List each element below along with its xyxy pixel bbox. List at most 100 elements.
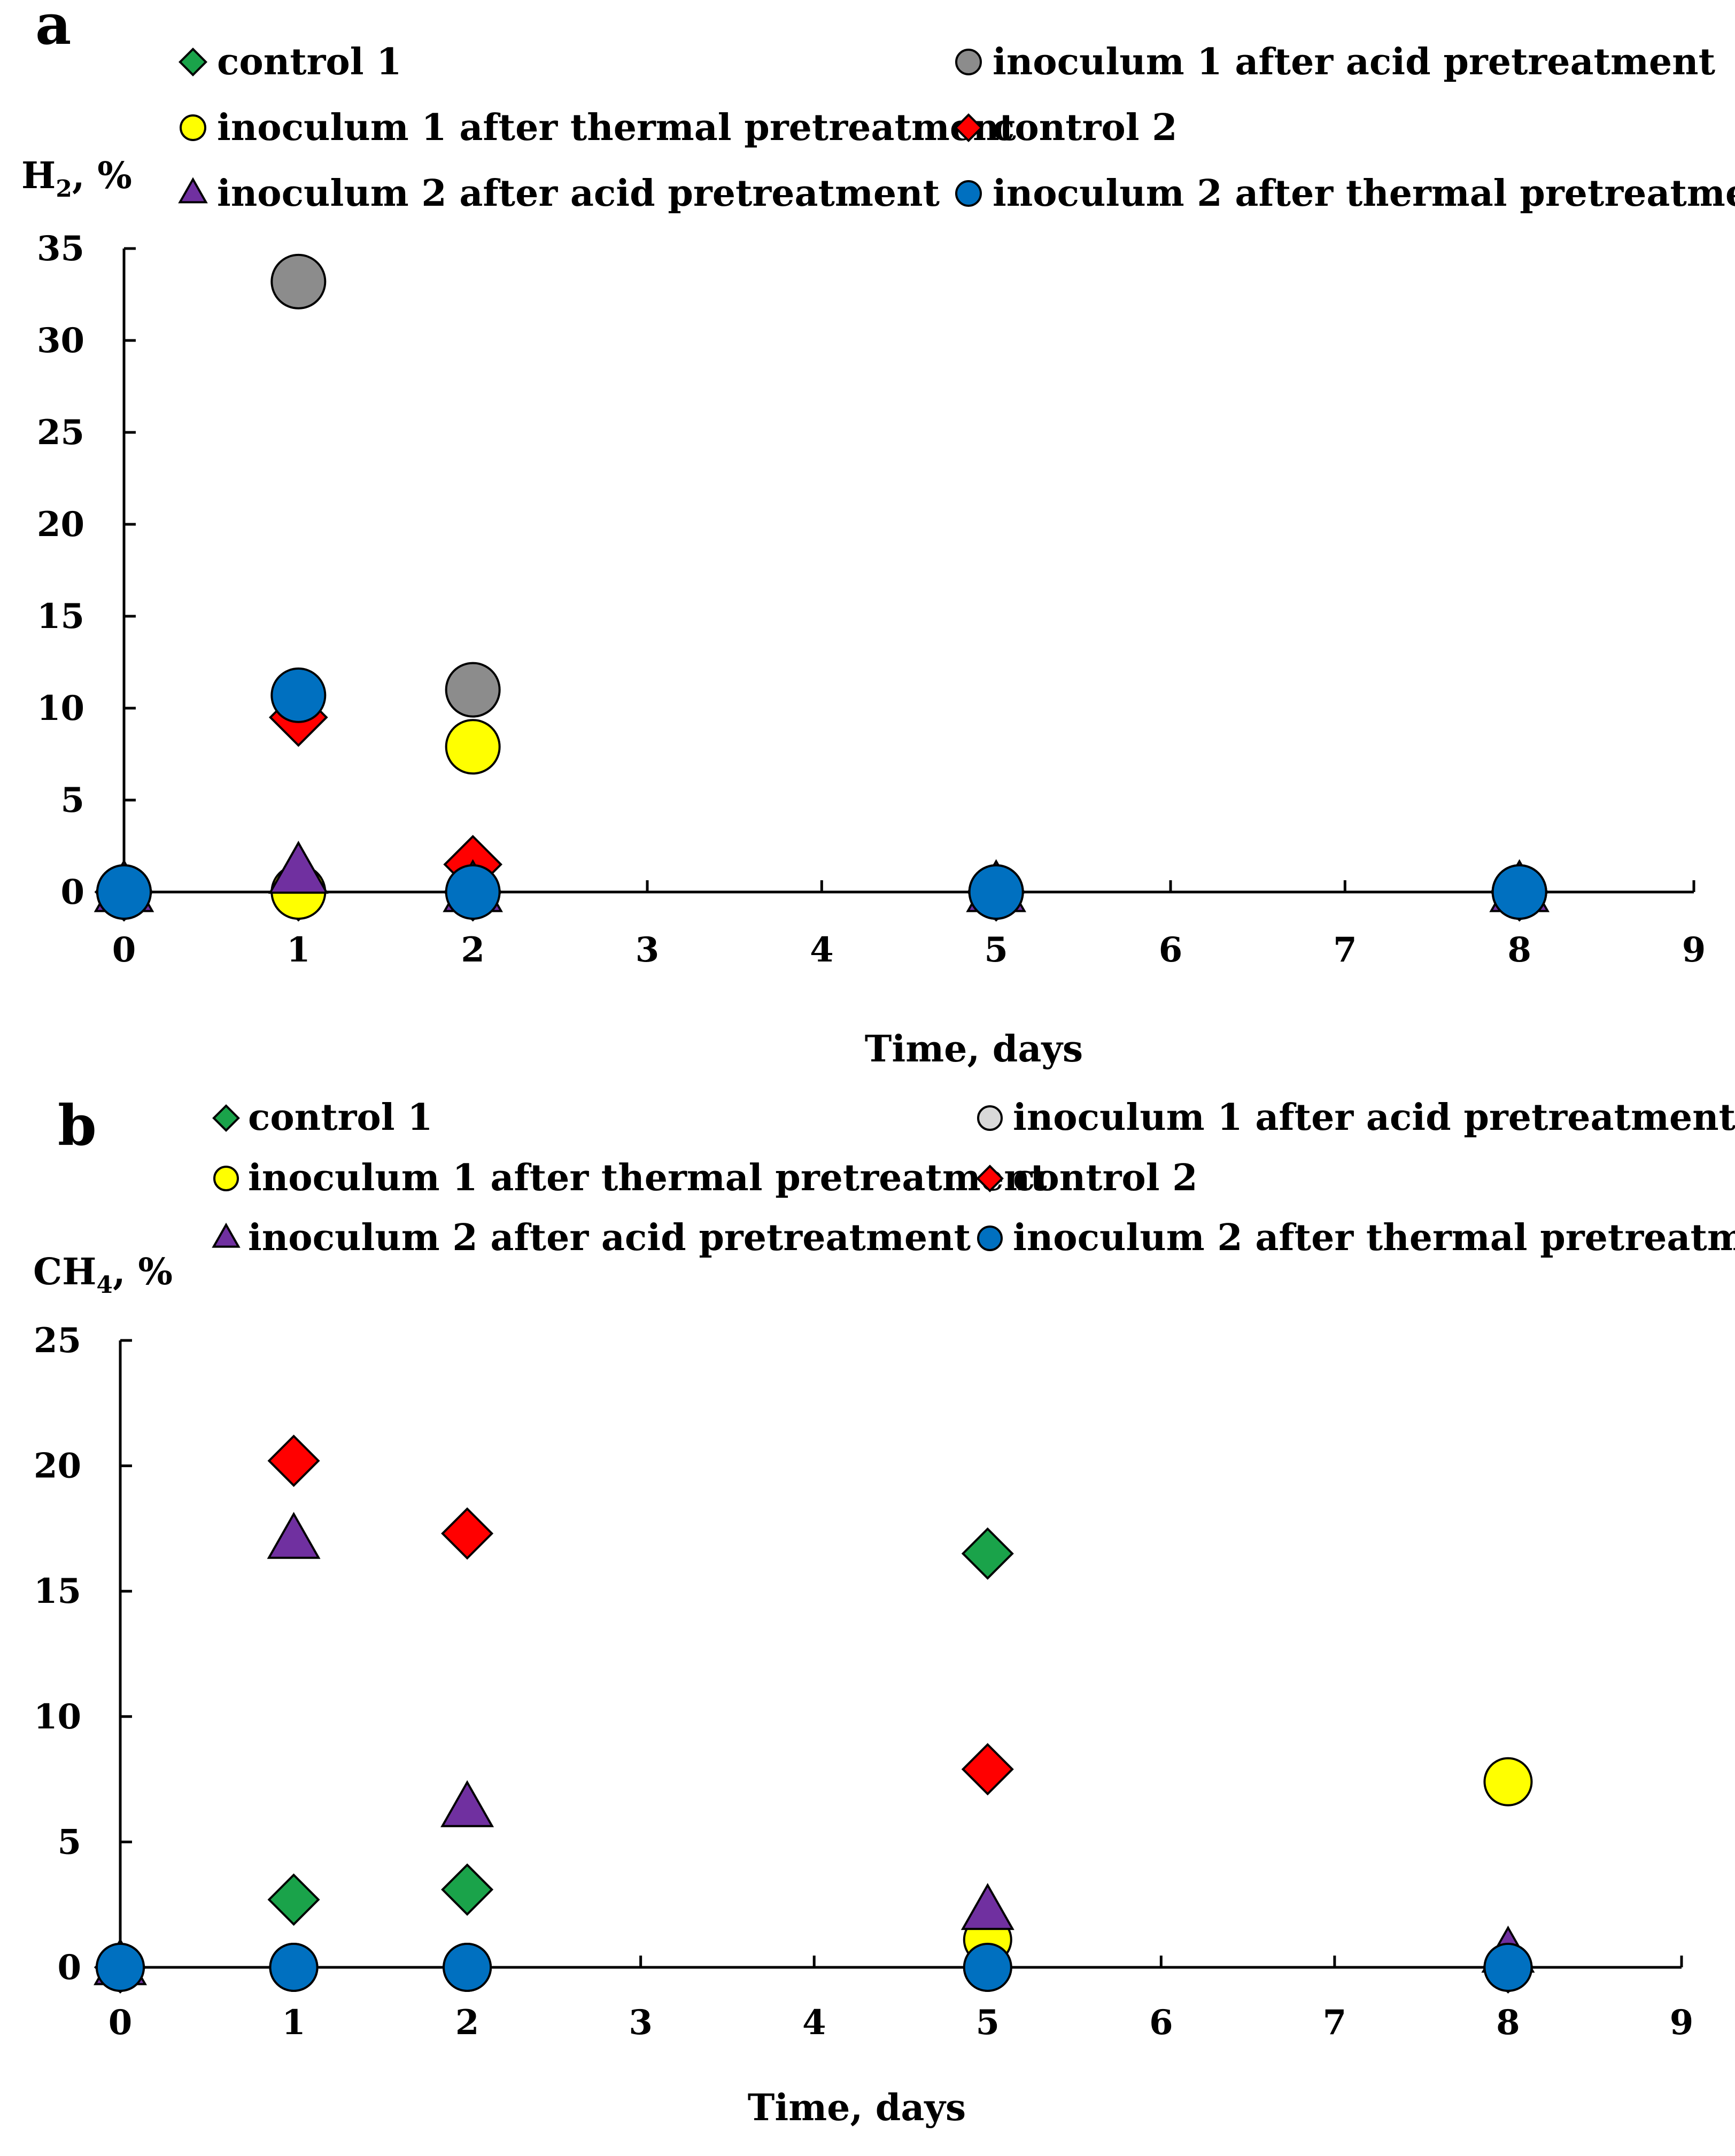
panel-a-y-tick-label: 25 (37, 413, 84, 453)
panel-b-marker-inoculum-2-after-thermal-pretreatment (443, 1943, 492, 1992)
panel-a-x-tick-label: 5 (984, 930, 1008, 970)
legend-b-label-inoculum-1-acid: inoculum 1 after acid pretreatment (1013, 1096, 1735, 1139)
panel-b-series-control-2 (94, 1434, 1535, 1994)
panel-b-y-tick-label: 5 (57, 1822, 81, 1862)
panel-b-ylabel-rest: , % (113, 1251, 173, 1293)
panel-b-y-tick-label: 0 (57, 1948, 81, 1988)
legend-b-swatch-control-1 (212, 1104, 240, 1132)
panel-a-y-tick-label: 20 (37, 505, 84, 545)
panel-a-ylabel-rest: , % (72, 154, 132, 197)
panel-a-x-tick-label: 6 (1159, 930, 1183, 970)
panel-a-marker-inoculum-1-after-thermal-pretreatment (445, 719, 501, 775)
panel-b-marker-inoculum-2-after-acid-pretreatment (267, 1511, 321, 1559)
panel-b-marker-inoculum-2-after-acid-pretreatment (961, 1883, 1014, 1930)
panel-a-y-tick-label: 15 (37, 596, 84, 637)
panel-a-chart: a control 1 inoculum 1 after acid pretre… (21, 0, 1735, 1071)
panel-a-x-tick-label: 4 (810, 930, 834, 970)
legend-a-label-inoculum-1-thermal: inoculum 1 after thermal pretreatment (217, 106, 1017, 149)
legend-b-label-inoculum-2-thermal: inoculum 2 after thermal pretreatment (1013, 1216, 1735, 1259)
legend-b-label-inoculum-1-thermal: inoculum 1 after thermal pretreatment (248, 1157, 1048, 1199)
panel-a-x-tick-label: 2 (461, 930, 485, 970)
panel-a-marker-inoculum-2-after-thermal-pretreatment (1491, 864, 1547, 920)
legend-b-swatch-inoculum-1-after-thermal-pretreatment (213, 1166, 239, 1191)
panel-a-y-tick-label: 30 (37, 321, 84, 361)
panel-a-marker-inoculum-2-after-thermal-pretreatment (968, 864, 1024, 920)
panel-a-xlabel: Time, days (865, 1028, 1083, 1071)
legend-b-label-inoculum-2-acid: inoculum 2 after acid pretreatment (248, 1216, 971, 1259)
panel-b-x-tick-label: 4 (802, 2003, 826, 2043)
panel-b-x-tick-label: 9 (1670, 2003, 1694, 2043)
legend-b-swatch-inoculum-1-after-acid-pretreatment (977, 1105, 1003, 1131)
panel-b-x-tick-label: 1 (282, 2003, 306, 2043)
legend-b-inoculum-1-thermal: inoculum 1 after thermal pretreatment (213, 1157, 1048, 1199)
panel-b-marker-inoculum-2-after-thermal-pretreatment (96, 1943, 145, 1992)
legend-b-inoculum-1-acid: inoculum 1 after acid pretreatment (977, 1096, 1735, 1139)
legend-a-swatch-control-2 (954, 113, 983, 142)
legend-a-control-1: control 1 (179, 41, 402, 83)
legend-a-inoculum-1-thermal: inoculum 1 after thermal pretreatment (180, 106, 1017, 149)
panel-a-marker-inoculum-2-after-thermal-pretreatment (96, 864, 152, 920)
legend-a-swatch-control-1 (179, 48, 207, 76)
panel-b-series-control-1 (94, 1527, 1535, 1994)
panel-a-ylabel: H2, % (21, 154, 132, 203)
panel-a-y-tick-label: 35 (37, 229, 84, 269)
panel-a-x-tick-label: 1 (286, 930, 311, 970)
legend-b-swatch-inoculum-2-after-acid-pretreatment (212, 1222, 241, 1248)
panel-b-x-tick-label: 7 (1323, 2003, 1347, 2043)
legend-b-control-2: control 2 (976, 1157, 1198, 1199)
panel-b-marker-inoculum-2-after-acid-pretreatment (440, 1780, 494, 1827)
panel-b-ylabel: CH4, % (33, 1251, 173, 1299)
panel-a-y-tick-label: 0 (60, 872, 84, 912)
panel-b-marker-inoculum-2-after-thermal-pretreatment (963, 1943, 1012, 1992)
panel-b-marker-control-1 (961, 1527, 1014, 1580)
panel-a-x-tick-label: 0 (112, 930, 136, 970)
legend-a-inoculum-2-acid: inoculum 2 after acid pretreatment (178, 172, 940, 215)
panel-b-x-tick-label: 8 (1496, 2003, 1520, 2043)
panel-a-x-tick-label: 9 (1682, 930, 1706, 970)
legend-b-label-control-2: control 2 (1013, 1157, 1198, 1199)
panel-b-marker-control-2 (441, 1507, 494, 1560)
panel-b-ylabel-main: CH (33, 1251, 96, 1293)
panel-b-data-markers (94, 1434, 1535, 1994)
panel-a-y-tick-label: 10 (37, 688, 84, 728)
panel-b-series-inoculum-2-after-acid-pretreatment (94, 1511, 1535, 1986)
panel-b-series-inoculum-2-after-thermal-pretreatment (96, 1943, 1533, 1992)
panel-b-x-tick-label: 3 (629, 2003, 653, 2043)
panel-b-x-tick-label: 2 (455, 2003, 479, 2043)
panel-a-ylabel-main: H (21, 154, 56, 197)
panel-b-marker-inoculum-2-after-thermal-pretreatment (1483, 1943, 1533, 1992)
panel-b-axes: 0 5 10 15 20 25 0 1 2 3 4 5 6 7 8 9 (34, 1321, 1693, 2043)
panel-b-marker-inoculum-1-after-thermal-pretreatment (1483, 1757, 1533, 1806)
legend-a-inoculum-1-acid: inoculum 1 after acid pretreatment (955, 41, 1716, 83)
legend-b-control-1: control 1 (212, 1096, 433, 1139)
legend-b-inoculum-2-thermal: inoculum 2 after thermal pretreatment (977, 1216, 1735, 1259)
legend-a-swatch-inoculum-2-after-acid-pretreatment (178, 177, 208, 204)
legend-b-inoculum-2-acid: inoculum 2 after acid pretreatment (212, 1216, 971, 1259)
panel-b-y-tick-label: 25 (34, 1321, 81, 1361)
panel-a-x-tick-label: 8 (1507, 930, 1531, 970)
legend-a-label-inoculum-2-thermal: inoculum 2 after thermal pretreatment (993, 172, 1735, 215)
legend-a-label-control-1: control 1 (217, 41, 402, 83)
panel-a-axes: 0 5 10 15 20 25 30 35 0 1 2 3 4 5 6 7 8 9 (37, 229, 1706, 970)
panel-a-marker-inoculum-1-after-acid-pretreatment (445, 662, 501, 718)
legend-a-label-inoculum-1-acid: inoculum 1 after acid pretreatment (993, 41, 1716, 83)
legend-a-label-control-2: control 2 (993, 106, 1178, 149)
panel-b-y-tick-label: 10 (34, 1697, 81, 1737)
legend-a-control-2: control 2 (954, 106, 1178, 149)
panel-a-legend: control 1 inoculum 1 after acid pretreat… (178, 41, 1735, 215)
panel-a-x-tick-label: 7 (1333, 930, 1357, 970)
panel-b-marker-control-2 (961, 1743, 1014, 1796)
panel-b-chart: b control 1 inoculum 1 after acid pretre… (33, 1092, 1735, 2129)
legend-a-label-inoculum-2-acid: inoculum 2 after acid pretreatment (217, 172, 940, 215)
panel-a-marker-inoculum-2-after-thermal-pretreatment (445, 864, 501, 920)
legend-b-label-control-1: control 1 (248, 1096, 433, 1139)
panel-a-y-tick-label: 5 (60, 780, 84, 820)
panel-b-legend: control 1 inoculum 1 after acid pretreat… (212, 1096, 1735, 1259)
panel-b-y-tick-label: 15 (34, 1571, 81, 1611)
legend-a-swatch-inoculum-1-after-thermal-pretreatment (180, 114, 206, 141)
panel-a-x-tick-label: 3 (636, 930, 660, 970)
panel-b-xlabel: Time, days (748, 2087, 966, 2129)
panel-b-label: b (58, 1092, 97, 1158)
panel-a-ylabel-sub: 2 (56, 175, 72, 203)
